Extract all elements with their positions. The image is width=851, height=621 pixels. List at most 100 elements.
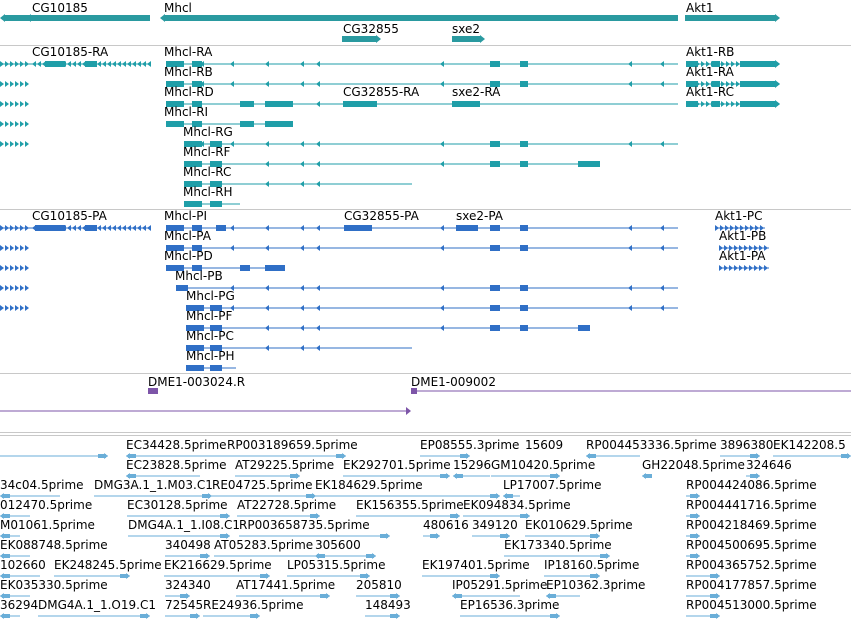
est-label[interactable]: AT05283.5prime	[214, 538, 314, 552]
gene-label-cg10185[interactable]: CG10185	[32, 1, 88, 15]
est-label[interactable]: 480616	[423, 518, 469, 532]
repeat-label[interactable]: DME1-003024.R	[148, 375, 246, 389]
est-label[interactable]: RP004177857.5prime	[686, 578, 817, 592]
est-label[interactable]: EK216629.5prime	[164, 558, 272, 572]
est-label[interactable]: DMG3A.1_1.M03.C1	[94, 478, 213, 492]
est-label[interactable]: RP004424086.5prime	[686, 478, 817, 492]
est-label[interactable]: RE04725.5prime	[212, 478, 313, 492]
transcript-label[interactable]: sxe2-RA	[452, 85, 501, 99]
gene-label-akt1[interactable]: Akt1	[686, 1, 714, 15]
est-label[interactable]: 324340	[165, 578, 211, 592]
est-label[interactable]: EK035330.5prime	[0, 578, 108, 592]
est-label[interactable]: EK010629.5prime	[525, 518, 633, 532]
est-label[interactable]: EK156355.5prime	[356, 498, 464, 512]
gene-label-cg32855[interactable]: CG32855	[343, 22, 399, 36]
est-label[interactable]: 36294	[0, 598, 39, 612]
est-label[interactable]: EC23828.5prime	[126, 458, 227, 472]
transcript-label[interactable]: CG10185-RA	[32, 46, 109, 59]
est-label[interactable]: 3896380	[720, 438, 774, 452]
protein-label[interactable]: Mhcl-PI	[164, 210, 207, 223]
est-label[interactable]: EP16536.3prime	[460, 598, 560, 612]
est-label[interactable]: EK292701.5prime	[343, 458, 451, 472]
est-label[interactable]: RP004218469.5prime	[686, 518, 817, 532]
protein-label[interactable]: sxe2-PA	[456, 210, 504, 223]
transcript-label[interactable]: Akt1-RA	[686, 65, 734, 79]
est-label[interactable]: DMG4A.1_1.O19.C1	[38, 598, 156, 612]
transcript-label[interactable]: Mhcl-RI	[164, 105, 209, 119]
est-label[interactable]: EK173340.5prime	[504, 538, 612, 552]
transcript-label[interactable]: Akt1-RB	[686, 46, 735, 59]
est-label[interactable]: 34c04.5prime	[0, 478, 84, 492]
est-label[interactable]: LP17007.5prime	[503, 478, 602, 492]
repeat-label[interactable]: DME1-009002	[411, 375, 496, 389]
est-label[interactable]: 349120	[472, 518, 518, 532]
exon-block	[192, 101, 202, 107]
est-label[interactable]: 148493	[365, 598, 411, 612]
est-label[interactable]: DMG4A.1_1.I08.C1	[128, 518, 241, 532]
est-label[interactable]: EK197401.5prime	[422, 558, 530, 572]
est-label[interactable]: EP08555.3prime	[420, 438, 520, 452]
transcript-label[interactable]: Mhcl-RF	[183, 145, 231, 159]
est-label[interactable]: RP004441716.5prime	[686, 498, 817, 512]
exon-chevron-right	[759, 265, 763, 271]
protein-label[interactable]: CG10185-PA	[32, 210, 107, 223]
est-label[interactable]: 15296	[453, 458, 492, 472]
est-label[interactable]: AT29225.5prime	[235, 458, 335, 472]
transcript-label[interactable]: Mhcl-RA	[164, 46, 213, 59]
protein-label[interactable]: CG32855-PA	[344, 210, 419, 223]
est-label[interactable]: EK248245.5prime	[54, 558, 162, 572]
transcript-label[interactable]: Mhcl-RC	[183, 165, 232, 179]
protein-label[interactable]: Akt1-PA	[719, 249, 766, 263]
transcript-label[interactable]: Mhcl-RD	[164, 85, 214, 99]
est-label[interactable]: 340498	[165, 538, 211, 552]
gene-label-sxe2[interactable]: sxe2	[452, 22, 481, 36]
strand-arrow-left	[265, 305, 269, 311]
est-label[interactable]: RP003189659.5prime	[227, 438, 358, 452]
transcript-label[interactable]: Mhcl-RH	[183, 185, 233, 199]
protein-label[interactable]: Akt1-PC	[715, 210, 763, 223]
protein-label[interactable]: Mhcl-PD	[164, 249, 213, 263]
est-label[interactable]: RP004453336.5prime	[586, 438, 717, 452]
transcript-label[interactable]: Mhcl-RB	[164, 65, 213, 79]
gene-label-mhcl[interactable]: Mhcl	[164, 1, 192, 15]
transcript-label[interactable]: Akt1-RC	[686, 85, 734, 99]
est-label[interactable]: IP18160.5prime	[544, 558, 640, 572]
est-label[interactable]: GH22048.5prime	[642, 458, 745, 472]
protein-label[interactable]: Mhcl-PF	[186, 309, 233, 323]
exon-chevron-left	[107, 61, 111, 67]
est-label[interactable]: EC30128.5prime	[127, 498, 228, 512]
est-label[interactable]: RP004513000.5prime	[686, 598, 817, 612]
protein-label[interactable]: Akt1-PB	[719, 229, 767, 243]
transcript-label[interactable]: CG32855-RA	[343, 85, 420, 99]
est-label[interactable]: EK094834.5prime	[463, 498, 571, 512]
est-label[interactable]: 205810	[356, 578, 402, 592]
transcript-label[interactable]: Mhcl-RG	[183, 125, 233, 139]
est-label[interactable]: AT17441.5prime	[236, 578, 336, 592]
est-label[interactable]: 72545	[165, 598, 204, 612]
est-label[interactable]: 15609	[525, 438, 564, 452]
est-label[interactable]: AT22728.5prime	[237, 498, 337, 512]
est-label[interactable]: 324646	[746, 458, 792, 472]
est-label[interactable]: RP004365752.5prime	[686, 558, 817, 572]
est-label[interactable]: EK142208.5	[773, 438, 846, 452]
est-label[interactable]: RP003658735.5prime	[239, 518, 370, 532]
protein-label[interactable]: Mhcl-PC	[186, 329, 234, 343]
est-label[interactable]: GM10420.5prime	[491, 458, 596, 472]
est-label[interactable]: LP05315.5prime	[287, 558, 386, 572]
est-label[interactable]: EK184629.5prime	[315, 478, 423, 492]
est-label[interactable]: 102660	[0, 558, 46, 572]
est-label[interactable]: RE24936.5prime	[203, 598, 304, 612]
est-label[interactable]: RP004500695.5prime	[686, 538, 817, 552]
est-label[interactable]: M01061.5prime	[0, 518, 95, 532]
est-label[interactable]: IP05291.5prime	[452, 578, 548, 592]
protein-label[interactable]: Mhcl-PG	[186, 289, 235, 303]
protein-label[interactable]: Mhcl-PB	[175, 269, 223, 283]
est-label[interactable]: EP10362.3prime	[546, 578, 646, 592]
est-label[interactable]: 012470.5prime	[0, 498, 93, 512]
est-label[interactable]: 305600	[315, 538, 361, 552]
protein-label[interactable]: Mhcl-PH	[186, 349, 235, 363]
protein-label[interactable]: Mhcl-PA	[164, 229, 211, 243]
est-label[interactable]: EK088748.5prime	[0, 538, 108, 552]
est-label[interactable]: EC34428.5prime	[126, 438, 227, 452]
